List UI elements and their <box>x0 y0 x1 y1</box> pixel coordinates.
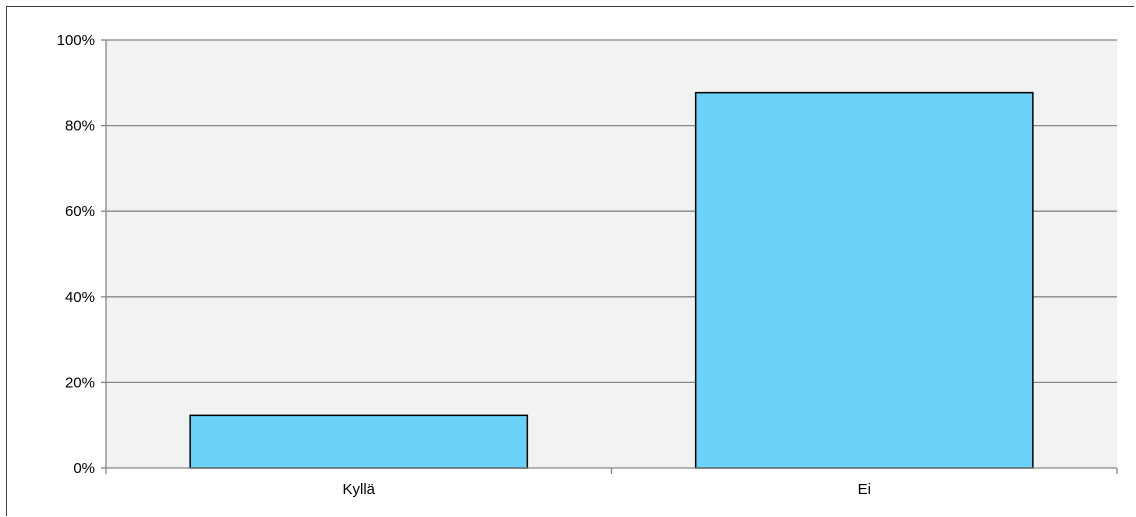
axes <box>101 39 1118 474</box>
y-tick-label: 20% <box>65 374 95 391</box>
y-tick-label: 100% <box>57 32 95 49</box>
bar-ei <box>694 91 1034 469</box>
y-tick-label: 0% <box>73 460 95 477</box>
y-tick-label: 80% <box>65 118 95 135</box>
x-tick-labels: Kyllä Ei <box>342 481 870 498</box>
bars <box>189 91 1034 469</box>
y-tick-labels: 0% 20% 40% 60% 80% 100% <box>57 32 95 477</box>
bar-kyllä <box>189 414 529 469</box>
x-tick-label: Kyllä <box>342 481 375 498</box>
y-tick-label: 40% <box>65 289 95 306</box>
y-tick-label: 60% <box>65 203 95 220</box>
x-tick-label: Ei <box>858 481 871 498</box>
